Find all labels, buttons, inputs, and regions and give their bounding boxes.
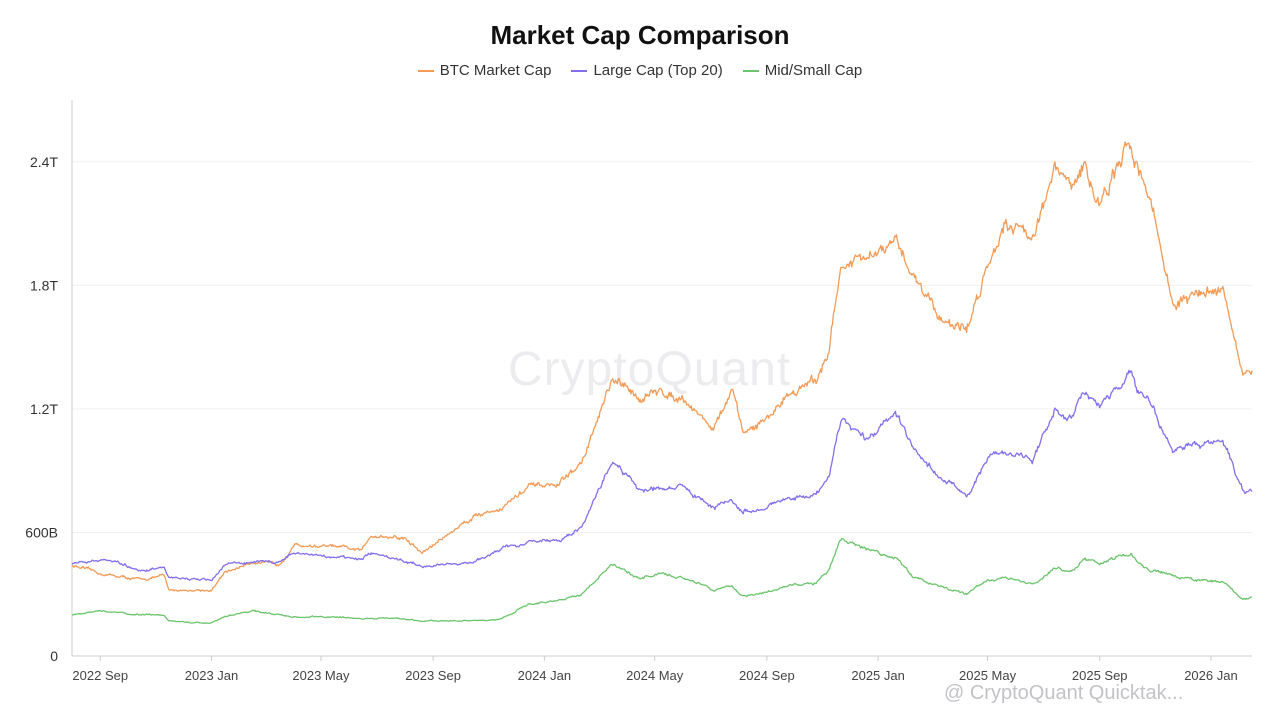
series-line-large-cap-top-20[interactable] — [71, 369, 1253, 582]
x-tick-label: 2025 Jan — [851, 668, 905, 683]
x-tick-label: 2023 Jan — [185, 668, 239, 683]
series-line-btc-market-cap[interactable] — [71, 141, 1253, 593]
legend-label-mid-small-cap: Mid/Small Cap — [764, 62, 863, 79]
x-tick-label: 2023 Sep — [405, 668, 461, 683]
x-tick-label: 2025 Sep — [1072, 668, 1128, 683]
y-tick-label: 1.8T — [30, 277, 58, 293]
x-tick-label: 2025 May — [959, 668, 1017, 683]
y-axis-ticks: 0 600B 1.2T 1.8T 2.4T — [25, 154, 58, 664]
chart-title: Market Cap Comparison — [490, 20, 790, 50]
legend-item-mid-small-cap[interactable]: Mid/Small Cap — [742, 62, 863, 79]
x-tick-label: 2022 Sep — [72, 668, 128, 683]
watermark: CryptoQuant — [508, 343, 792, 396]
y-tick-label: 600B — [25, 524, 58, 540]
legend-label-btc: BTC Market Cap — [439, 62, 552, 79]
x-tick-label: 2024 Jan — [518, 668, 572, 683]
series-lines — [71, 141, 1253, 625]
x-axis-ticks: 2022 Sep 2023 Jan 2023 May 2023 Sep 2024 Jan… — [72, 656, 1238, 683]
legend-swatch-mid-small-cap — [742, 69, 759, 72]
series-line-mid-small-cap[interactable] — [71, 537, 1252, 625]
legend-label-large-cap: Large Cap (Top 20) — [593, 62, 723, 79]
x-tick-label: 2024 May — [626, 668, 684, 683]
legend-item-btc[interactable]: BTC Market Cap — [417, 62, 552, 79]
chart-legend[interactable]: BTC Market Cap Large Cap (Top 20) Mid/Sm… — [0, 62, 1280, 79]
y-tick-label: 2.4T — [30, 154, 58, 170]
legend-swatch-btc — [417, 69, 434, 72]
y-tick-label: 1.2T — [30, 401, 58, 417]
x-tick-label: 2026 Jan — [1184, 668, 1238, 683]
legend-swatch-large-cap — [571, 69, 588, 72]
x-tick-label: 2024 Sep — [739, 668, 795, 683]
legend-item-large-cap[interactable]: Large Cap (Top 20) — [571, 62, 723, 79]
y-tick-label: 0 — [50, 648, 58, 664]
x-tick-label: 2023 May — [292, 668, 350, 683]
grid-lines — [72, 161, 1252, 533]
footer-watermark: @ CryptoQuant Quicktak... — [944, 682, 1184, 704]
